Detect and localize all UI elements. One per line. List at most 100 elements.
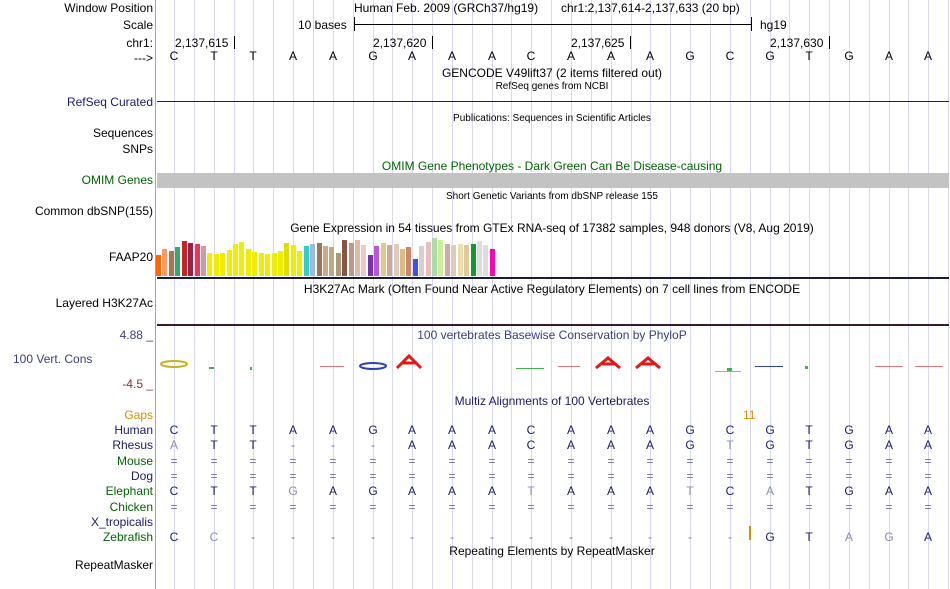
species-label[interactable]: Zebrafish <box>102 530 153 544</box>
grid-line <box>452 0 453 589</box>
gtex-tissue-bar[interactable] <box>426 242 431 276</box>
gtex-tissue-bar[interactable] <box>182 241 187 276</box>
gtex-tissue-bar[interactable] <box>156 255 161 276</box>
gtex-tissue-bar[interactable] <box>310 244 315 276</box>
gtex-tissue-bar[interactable] <box>188 243 193 276</box>
gtex-tissue-bar[interactable] <box>233 244 238 276</box>
gtex-tissue-bar[interactable] <box>272 253 277 276</box>
gtex-tissue-bar[interactable] <box>201 246 206 276</box>
species-label[interactable]: Dog <box>130 469 153 483</box>
gtex-tissue-bar[interactable] <box>406 247 411 276</box>
gtex-tissue-bar[interactable] <box>220 253 225 276</box>
gtex-tissue-bar[interactable] <box>464 245 469 276</box>
h3k27ac-track-title[interactable]: H3K27Ac Mark (Often Found Near Active Re… <box>303 282 801 296</box>
alignment-base: C <box>209 530 219 544</box>
refseq-track-label[interactable]: RefSeq Curated <box>66 95 153 109</box>
omim-track-label[interactable]: OMIM Genes <box>81 173 153 187</box>
gtex-tissue-bar[interactable] <box>175 247 180 276</box>
gtex-track-divider <box>157 277 949 279</box>
omim-feature-bar[interactable] <box>157 173 949 188</box>
alignment-base: A <box>487 484 496 498</box>
multiz-track-title[interactable]: Multiz Alignments of 100 Vertebrates <box>454 394 650 408</box>
gtex-tissue-bar[interactable] <box>214 254 219 276</box>
gtex-tissue-bar[interactable] <box>246 249 251 276</box>
gtex-tissue-bar[interactable] <box>361 245 366 276</box>
omim-track-title[interactable]: OMIM Gene Phenotypes - Dark Green Can Be… <box>381 159 723 173</box>
gtex-tissue-bar[interactable] <box>381 243 386 276</box>
grid-line <box>611 0 612 589</box>
gtex-tissue-bar[interactable] <box>355 240 360 276</box>
gtex-tissue-bar[interactable] <box>413 259 418 276</box>
gtex-tissue-bar[interactable] <box>336 253 341 276</box>
repeatmasker-track-label[interactable]: RepeatMasker <box>74 558 153 572</box>
species-label[interactable]: Human <box>114 423 153 437</box>
alignment-base: = <box>329 500 337 514</box>
dbsnp-track-label[interactable]: Common dbSNP(155) <box>34 204 153 218</box>
species-label[interactable]: Chicken <box>109 500 153 514</box>
gtex-tissue-bar[interactable] <box>252 252 257 276</box>
reference-base: C <box>725 49 735 63</box>
gtex-tissue-bar[interactable] <box>265 254 270 276</box>
publications-track-title[interactable]: Publications: Sequences in Scientific Ar… <box>453 113 651 124</box>
gtex-tissue-bar[interactable] <box>259 253 264 276</box>
gtex-tissue-bar[interactable] <box>458 244 463 276</box>
refseq-track-line <box>157 101 949 102</box>
species-label[interactable]: Mouse <box>116 454 153 468</box>
dbsnp-track-title[interactable]: Short Genetic Variants from dbSNP releas… <box>446 191 658 202</box>
snps-track-label[interactable]: SNPs <box>122 142 153 156</box>
gtex-tissue-bar[interactable] <box>374 246 379 276</box>
strand-arrow-label[interactable]: ---> <box>134 51 153 65</box>
alignment-base: A <box>328 484 337 498</box>
gtex-tissue-bar[interactable] <box>342 240 347 276</box>
gtex-tissue-bar[interactable] <box>387 245 392 276</box>
gtex-tissue-bar[interactable] <box>432 238 437 276</box>
gtex-tissue-bar[interactable] <box>239 242 244 276</box>
species-label[interactable]: Rhesus <box>112 438 153 452</box>
gtex-tissue-bar[interactable] <box>445 244 450 276</box>
species-label[interactable]: Elephant <box>105 484 153 498</box>
alignment-base: = <box>924 469 932 483</box>
conservation-track-label[interactable]: 100 Vert. Cons <box>13 352 93 366</box>
gtex-tissue-bar[interactable] <box>394 244 399 276</box>
repeatmasker-track-title[interactable]: Repeating Elements by RepeatMasker <box>449 544 655 558</box>
gtex-tissue-bar[interactable] <box>162 249 167 276</box>
refseq-track-title[interactable]: RefSeq genes from NCBI <box>495 81 609 92</box>
gtex-tissue-bar[interactable] <box>323 246 328 276</box>
gtex-tissue-bar[interactable] <box>284 243 289 276</box>
gtex-tissue-bar[interactable] <box>317 243 322 276</box>
grid-line <box>829 0 830 589</box>
alignment-base: = <box>369 500 377 514</box>
h3k27ac-track-label[interactable]: Layered H3K27Ac <box>55 296 153 310</box>
gencode-track-title[interactable]: GENCODE V49lift37 (2 items filtered out) <box>441 66 663 80</box>
gtex-tissue-bar[interactable] <box>278 251 283 276</box>
gtex-tissue-bar[interactable] <box>304 246 309 276</box>
conservation-track-title[interactable]: 100 vertebrates Basewise Conservation by… <box>417 328 687 342</box>
gtex-tissue-bar[interactable] <box>451 245 456 276</box>
species-label[interactable]: X_tropicalis <box>90 515 153 529</box>
grid-line <box>492 0 493 589</box>
alignment-base: T <box>210 438 218 452</box>
gtex-tissue-bar[interactable] <box>438 240 443 276</box>
gtex-tissue-bar[interactable] <box>368 255 373 276</box>
alignment-base: = <box>646 500 654 514</box>
gtex-tissue-bar[interactable] <box>400 249 405 276</box>
gtex-tissue-bar[interactable] <box>477 241 482 276</box>
gtex-tissue-bar[interactable] <box>297 251 302 276</box>
alignment-base: G <box>765 530 775 544</box>
position-tick-label: 2,137,620 <box>373 36 427 50</box>
gtex-tissue-bar[interactable] <box>349 243 354 276</box>
gtex-tissue-bar[interactable] <box>207 253 212 276</box>
gtex-tissue-bar[interactable] <box>169 251 174 276</box>
gtex-tissue-bar[interactable] <box>195 244 200 276</box>
gtex-track-title[interactable]: Gene Expression in 54 tissues from GTEx … <box>290 221 814 235</box>
gtex-tissue-bar[interactable] <box>419 246 424 276</box>
gtex-tissue-bar[interactable] <box>471 244 476 276</box>
gtex-tissue-bar[interactable] <box>483 245 488 276</box>
gtex-tissue-bar[interactable] <box>291 245 296 276</box>
gtex-gene-label[interactable]: FAAP20 <box>108 250 153 264</box>
publications-track-label[interactable]: Sequences <box>92 126 153 140</box>
gtex-tissue-bar[interactable] <box>227 250 232 276</box>
gtex-tissue-bar[interactable] <box>329 247 334 276</box>
gtex-tissue-bar[interactable] <box>490 249 495 276</box>
